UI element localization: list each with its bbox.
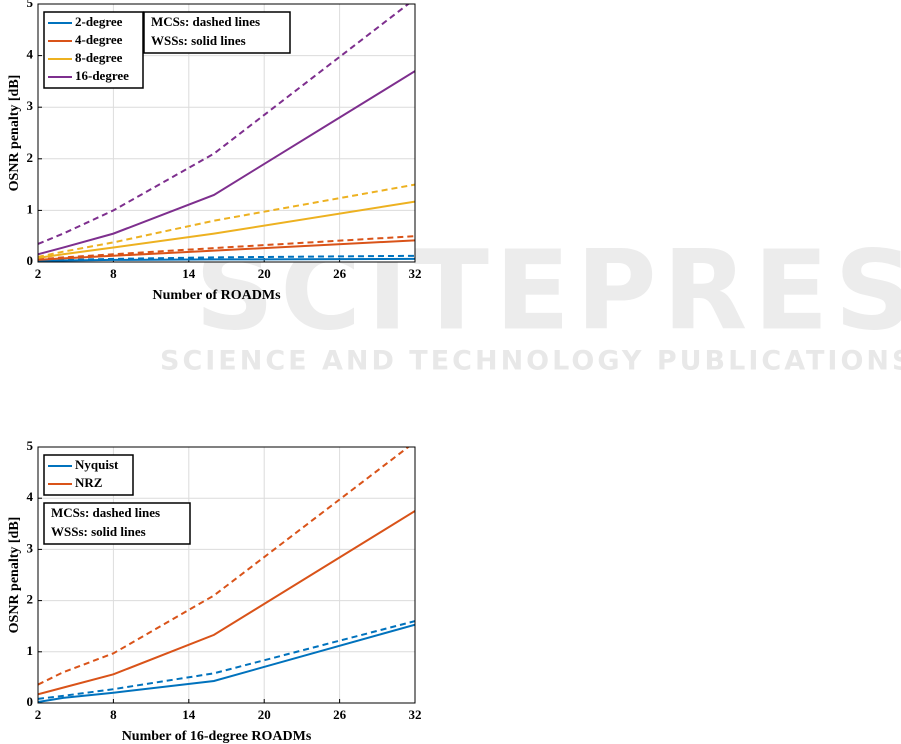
y-tick-label: 2 bbox=[27, 150, 34, 165]
annotation-text: MCSs: dashed lines bbox=[51, 505, 160, 520]
x-tick-label: 14 bbox=[182, 707, 196, 722]
chart: 0 1 2 3 4 5 2 8 14 20 26 32 2-degree 4-degree 8-degree… bbox=[7, 0, 421, 303]
x-tick-label: 8 bbox=[110, 266, 117, 281]
x-tick-label: 32 bbox=[409, 707, 422, 722]
x-axis-label: Number of 16-degree ROADMs bbox=[122, 729, 312, 744]
annotation-text: WSSs: solid lines bbox=[151, 33, 246, 48]
x-tick-label: 20 bbox=[258, 266, 271, 281]
annotation-text: WSSs: solid lines bbox=[51, 524, 146, 539]
y-tick-label: 1 bbox=[27, 643, 34, 658]
legend-label: 4-degree bbox=[75, 32, 123, 47]
x-tick-label: 2 bbox=[35, 266, 42, 281]
y-tick-label: 4 bbox=[27, 47, 34, 62]
x-tick-label: 2 bbox=[35, 707, 42, 722]
y-tick-label: 0 bbox=[27, 253, 34, 268]
y-tick-label: 3 bbox=[27, 540, 34, 555]
y-tick-label: 1 bbox=[27, 201, 34, 216]
annotation-box bbox=[143, 11, 291, 54]
legend-box bbox=[43, 454, 134, 496]
solid-line bbox=[38, 623, 415, 703]
x-axis-label: Number of ROADMs bbox=[152, 288, 281, 303]
x-tick-label: 14 bbox=[182, 266, 196, 281]
x-tick-label: 32 bbox=[409, 266, 422, 281]
annotation-box bbox=[43, 502, 191, 545]
dashed-line bbox=[38, 235, 415, 261]
y-axis-label: OSNR penalty [dB] bbox=[7, 517, 22, 634]
legend-label: 16-degree bbox=[75, 68, 129, 83]
lines bbox=[38, 447, 415, 703]
legend-label: NRZ bbox=[75, 475, 103, 490]
legend-label: Nyquist bbox=[75, 457, 119, 472]
legend-box bbox=[43, 11, 144, 89]
annotation-text: MCSs: dashed lines bbox=[151, 14, 260, 29]
x-tick-label: 8 bbox=[110, 707, 117, 722]
watermark-text: SCIENCE AND TECHNOLOGY PUBLICATIONS bbox=[160, 346, 901, 377]
axes-box bbox=[37, 3, 416, 263]
dashed-line bbox=[38, 4, 410, 245]
solid-line bbox=[38, 239, 415, 261]
y-tick-label: 5 bbox=[27, 0, 34, 10]
y-tick-label: 3 bbox=[27, 98, 34, 113]
x-tick-label: 20 bbox=[258, 707, 271, 722]
dashed-line bbox=[38, 447, 410, 686]
solid-line bbox=[38, 257, 415, 262]
axes-box bbox=[37, 446, 416, 704]
lines bbox=[38, 4, 415, 262]
dashed-line bbox=[38, 254, 415, 262]
y-axis-label: OSNR penalty [dB] bbox=[7, 75, 22, 192]
solid-line bbox=[38, 70, 415, 256]
chart: 0 1 2 3 4 5 2 8 14 20 26 32 Nyquist NRZ MCSs: dashed l… bbox=[7, 438, 421, 744]
y-tick-label: 2 bbox=[27, 592, 34, 607]
y-tick-label: 0 bbox=[27, 694, 34, 709]
legend-label: 2-degree bbox=[75, 14, 123, 29]
solid-line bbox=[38, 200, 415, 259]
y-tick-label: 5 bbox=[27, 438, 34, 453]
legend-label: 8-degree bbox=[75, 50, 123, 65]
x-tick-label: 26 bbox=[333, 707, 347, 722]
y-tick-label: 4 bbox=[27, 489, 34, 504]
solid-line bbox=[38, 510, 415, 696]
x-tick-label: 26 bbox=[333, 266, 347, 281]
